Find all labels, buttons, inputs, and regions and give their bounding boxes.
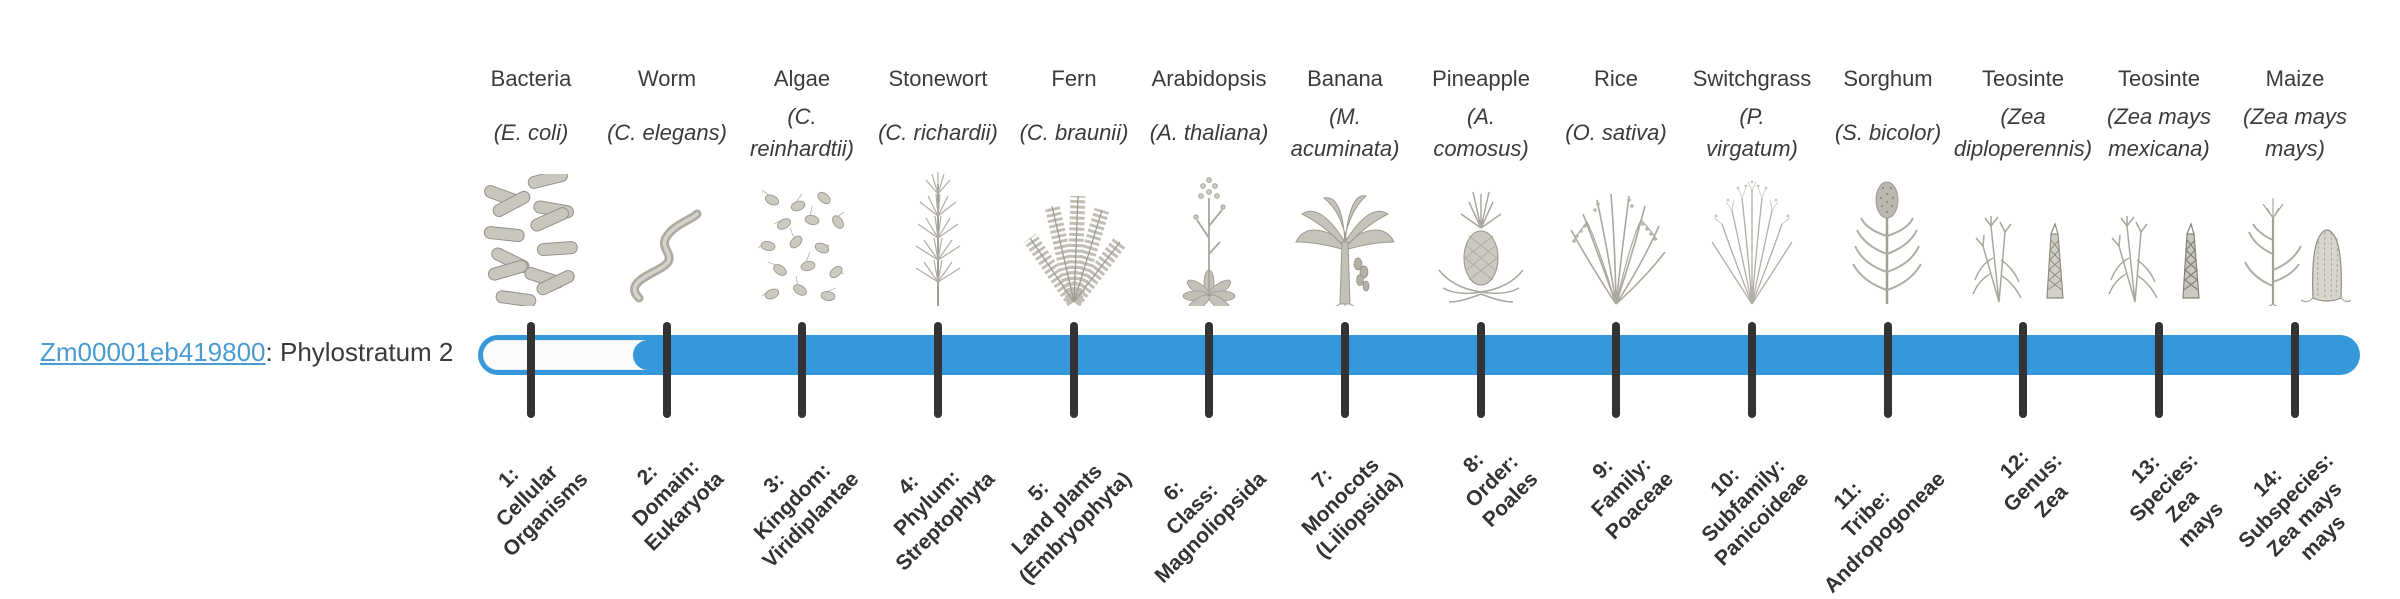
maize-illustration [2233,158,2357,306]
algae-illustration [740,158,864,306]
organism-name: Teosinte [2118,66,2200,91]
organism-species: (Zea mays mexicana) [2107,104,2211,161]
stonewort-illustration [876,158,1000,306]
organism-name: Maize [2265,66,2325,91]
gene-label: Zm00001eb419800: Phylostratum 2 [40,337,453,368]
organism-name: Bacteria [490,66,572,91]
organism-name: Pineapple [1432,66,1530,91]
organism-name: Stonewort [888,66,988,91]
organism-species: (S. bicolor) [1834,120,1942,145]
phylostratum-tick-1 [527,322,535,418]
phylostratum-tick-9 [1612,322,1620,418]
phylostratum-tick-14 [2291,322,2299,418]
organism-name: Banana [1307,66,1383,91]
rice-illustration [1554,158,1678,306]
organism-name: Teosinte [1982,66,2064,91]
pineapple-illustration [1419,158,1543,306]
banana-illustration [1283,158,1407,306]
phylostratum-bar-filled-segment [633,340,2355,370]
worm-illustration [605,158,729,306]
organism-name: Sorghum [1843,66,1933,91]
organism-name: Fern [1051,66,1097,91]
organism-species: (C. richardii) [878,120,998,145]
organism-name: Algae [773,66,831,91]
organism-species: (A. thaliana) [1149,120,1269,145]
switchgrass-illustration [1690,158,1814,306]
organism-species: (C. braunii) [1019,120,1129,145]
phylostratum-tick-7 [1341,322,1349,418]
organism-name: Worm [637,66,697,91]
organism-species: (M. acuminata) [1290,104,1400,161]
organism-species: (Zea mays mays) [2243,104,2347,161]
phylostratum-tick-8 [1477,322,1485,418]
organism-species: (P. virgatum) [1706,104,1798,161]
organism-species: (C. reinhardtii) [750,104,854,161]
organism-species: (O. sativa) [1565,120,1667,145]
organism-name: Rice [1593,66,1638,91]
phylostratum-tick-12 [2019,322,2027,418]
fern-illustration [1012,158,1136,306]
organism-species: (A. comosus) [1433,104,1529,161]
organism-name: Arabidopsis [1151,66,1267,91]
organism-species: (Zea diploperennis) [1953,104,2093,161]
organism-species: (E. coli) [493,120,569,145]
phylostratum-tick-4 [934,322,942,418]
organism-name: Switchgrass [1692,66,1812,91]
gene-phylostratum-text: : Phylostratum 2 [265,337,454,367]
gene-id-link[interactable]: Zm00001eb419800 [40,337,266,367]
stratum-label-14: 14: Subspecies: Zea mays mays [2234,449,2351,565]
phylostratum-tick-13 [2155,322,2163,418]
phylostratum-tick-5 [1070,322,1078,418]
bacteria-illustration [469,158,593,306]
teosinte-illustration [1961,158,2085,306]
phylostratum-tick-11 [1884,322,1892,418]
arabidopsis-illustration [1147,158,1271,306]
phylostratum-diagram: Zm00001eb419800: Phylostratum 2 Bacteria… [40,66,2360,598]
phylostratum-tick-3 [798,322,806,418]
sorghum-illustration [1826,158,1950,306]
organism-species: (C. elegans) [607,120,727,145]
phylostratum-tick-6 [1205,322,1213,418]
phylostratum-tick-10 [1748,322,1756,418]
teosinte-illustration [2097,158,2221,306]
phylostratum-tick-2 [663,322,671,418]
